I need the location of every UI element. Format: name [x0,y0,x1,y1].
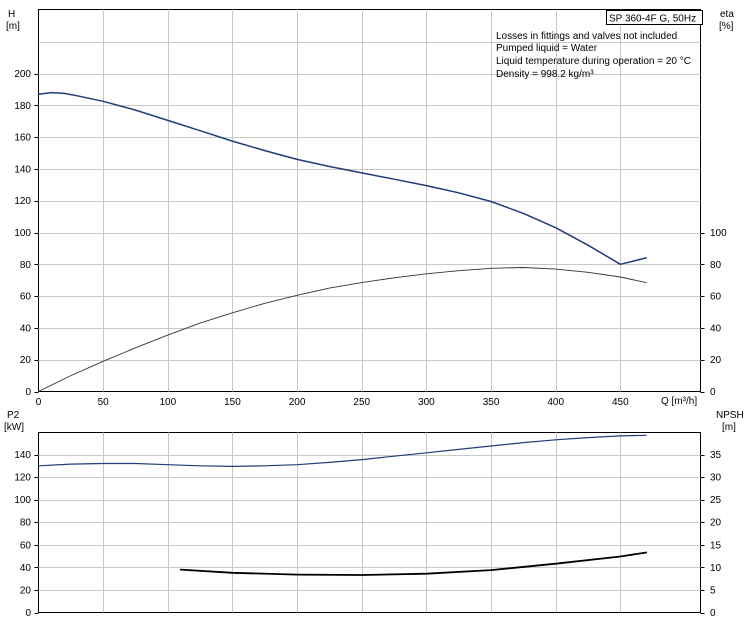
x-tick-label: 300 [418,397,435,408]
eta-tick-label: 20 [710,355,722,366]
model-label-box [606,10,703,25]
p2-tick-label: 100 [14,495,31,506]
npsh-axis-label: NPSH [716,410,744,421]
q-axis-label: Q [m³/h] [661,396,697,407]
x-tick-label: 250 [353,397,370,408]
npsh-tick-label: 5 [710,585,716,596]
npsh-tick-label: 25 [710,495,722,506]
npsh-tick-label: 15 [710,540,722,551]
h-tick-label: 160 [14,133,31,144]
npsh-tick-label: 0 [710,608,716,619]
x-tick-label: 350 [483,397,500,408]
x-tick-label: 200 [289,397,306,408]
x-tick-label: 100 [159,397,176,408]
x-tick-label: 400 [547,397,564,408]
p2-tick-label: 0 [25,608,31,619]
p2-tick-label: 60 [20,540,32,551]
top-tick-labels: 0 50 100 150 200 250 300 350 400 4500204060801001… [14,69,727,408]
p2-tick-label: 140 [14,450,31,461]
p2-tick-label: 80 [20,518,32,529]
h-axis-unit: [m] [6,21,20,32]
top-grid [38,9,701,392]
bottom-tick-labels: 0 20 40 60 80 100 120 140 0 5 10 15 20 25 30 35 [14,450,721,619]
model-label: SP 360-4F G, 50Hz [609,14,696,25]
eta-tick-label: 40 [710,323,722,334]
h-axis-label: H [8,9,15,20]
npsh-tick-label: 35 [710,450,722,461]
eta-axis-unit: [%] [719,21,734,32]
bottom-series [37,434,648,576]
top-plot-frame [38,9,701,392]
head-curve [37,91,647,266]
eta-tick-label: 0 [710,387,716,398]
note-liquid: Pumped liquid = Water [496,43,598,54]
p2-axis-label: P2 [7,410,20,421]
p2-tick-label: 40 [20,563,32,574]
eta-axis-label: eta [720,9,734,20]
x-tick-label: 150 [224,397,241,408]
top-series [37,91,647,392]
eta-tick-label: 100 [710,228,727,239]
p2-axis-unit: [kW] [4,422,24,433]
npsh-tick-label: 20 [710,518,722,529]
note-losses: Losses in fittings and valves not includ… [496,31,677,42]
bottom-grid [38,432,701,613]
p2-tick-label: 120 [14,473,31,484]
eta-tick-label: 80 [710,260,722,271]
h-tick-label: 120 [14,196,31,207]
npsh-axis-unit: [m] [722,422,736,433]
note-density: Density = 998.2 kg/m³ [496,69,594,80]
h-tick-label: 60 [20,292,32,303]
h-tick-label: 140 [14,164,31,175]
eta-tick-label: 60 [710,292,722,303]
h-tick-label: 40 [20,323,32,334]
power-curve [37,434,647,467]
h-tick-label: 20 [20,355,32,366]
x-tick-label: 450 [612,397,629,408]
npsh-curve [179,551,648,576]
x-tick-label: 0 [36,397,42,408]
npsh-tick-label: 30 [710,473,722,484]
h-tick-label: 100 [14,228,31,239]
npsh-tick-label: 10 [710,563,722,574]
h-tick-label: 180 [14,101,31,112]
efficiency-curve [38,267,647,392]
note-temperature: Liquid temperature during operation = 20… [496,56,691,67]
x-tick-label: 50 [98,397,110,408]
h-tick-label: 0 [25,387,31,398]
h-tick-label: 80 [20,260,32,271]
h-tick-label: 200 [14,69,31,80]
p2-tick-label: 20 [20,585,32,596]
